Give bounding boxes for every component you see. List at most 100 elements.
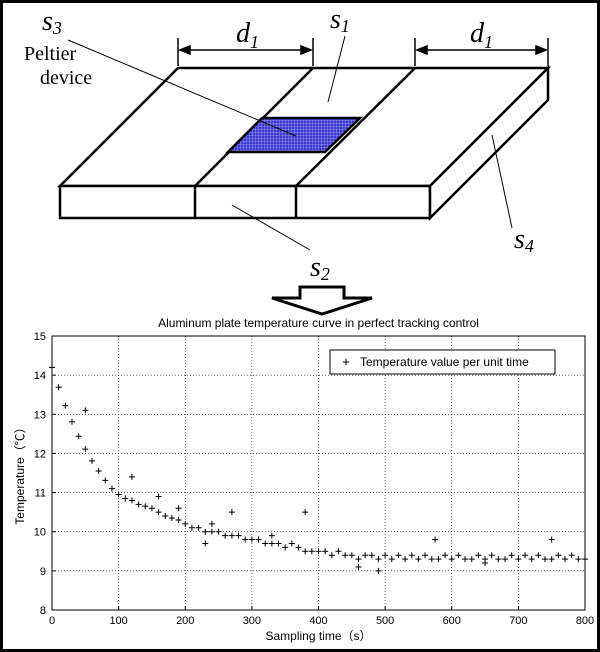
data-point: [49, 364, 55, 371]
x-tick-label: 100: [109, 615, 127, 627]
data-point: [228, 532, 235, 539]
leader: [231, 204, 311, 251]
data-point: [295, 544, 302, 551]
y-tick-label: 15: [34, 331, 46, 343]
data-point: [408, 552, 415, 559]
y-tick-label: 9: [40, 566, 46, 578]
label-s2: s2: [310, 252, 330, 284]
data-point: [575, 556, 582, 563]
peltier-label: device: [40, 67, 92, 89]
x-axis-label: Sampling time（s）: [265, 629, 371, 643]
data-point: [395, 552, 402, 559]
y-tick-label: 12: [34, 448, 46, 460]
data-point: [62, 402, 69, 409]
data-point: [128, 473, 135, 480]
data-point: [268, 540, 275, 547]
data-point: [275, 540, 282, 547]
y-tick-label: 14: [34, 370, 46, 382]
data-point: [128, 497, 135, 504]
label-s3: s3: [42, 6, 62, 38]
dimension-lines: [177, 38, 549, 66]
arrowhead: [535, 44, 549, 56]
x-tick-label: 500: [376, 615, 394, 627]
data-point: [208, 520, 215, 527]
legend-label: Temperature value per unit time: [360, 355, 529, 369]
data-point: [175, 516, 182, 523]
data-point: [288, 540, 295, 547]
data-point: [95, 468, 102, 475]
data-point: [495, 556, 502, 563]
data-point: [122, 495, 129, 502]
data-point: [335, 548, 342, 555]
data-point: [435, 556, 442, 563]
data-point: [148, 505, 155, 512]
y-axis-label: Temperature（℃）: [13, 421, 27, 524]
data-point: [535, 552, 542, 559]
data-point: [482, 560, 489, 567]
x-tick-label: 0: [49, 615, 55, 627]
chart-title: Aluminum plate temperature curve in perf…: [158, 316, 479, 330]
data-point: [448, 556, 455, 563]
data-point: [75, 433, 82, 440]
data-point: [175, 505, 182, 512]
data-point: [555, 552, 562, 559]
leader: [491, 134, 513, 229]
data-point: [348, 552, 355, 559]
data-point: [222, 532, 229, 539]
data-point: [168, 515, 175, 522]
data-point: [342, 552, 349, 559]
data-point: [155, 509, 162, 516]
down-arrow: [271, 285, 373, 316]
data-point: [362, 552, 369, 559]
legend-box: [329, 349, 556, 375]
data-point: [282, 544, 289, 551]
data-point: [188, 524, 195, 531]
data-point: [82, 407, 89, 414]
data-point: [262, 540, 269, 547]
y-tick-label: 11: [35, 488, 46, 500]
data-point: [108, 485, 115, 492]
leader: [327, 35, 346, 103]
y-tick-label: 13: [34, 409, 46, 421]
data-point: [102, 477, 109, 484]
x-tick-label: 200: [176, 615, 194, 627]
data-point: [82, 446, 89, 453]
label-d1: d1: [236, 18, 259, 52]
data-point: [548, 556, 555, 563]
front-face: [58, 184, 432, 220]
data-point: [508, 552, 515, 559]
data-point: [415, 556, 422, 563]
x-tick-label: 700: [509, 615, 527, 627]
data-point: [155, 493, 162, 500]
data-point: [432, 536, 439, 543]
x-tick-label: 300: [243, 615, 261, 627]
data-point: [195, 524, 202, 531]
data-point: [115, 491, 122, 498]
label-s4: s4: [514, 224, 534, 256]
data-point: [308, 548, 315, 555]
data-point: [488, 552, 495, 559]
data-point: [548, 536, 555, 543]
data-point: [55, 384, 62, 391]
x-tick-label: 600: [443, 615, 461, 627]
data-point: [522, 552, 529, 559]
chart: Aluminum plate temperature curve in perf…: [13, 316, 594, 643]
data-point: [268, 532, 275, 539]
data-point: [242, 536, 249, 543]
data-point: [208, 528, 215, 535]
peltier-label: Peltier: [24, 43, 77, 65]
data-point: [388, 556, 395, 563]
label-d1: d1: [470, 18, 493, 52]
x-tick-label: 800: [576, 615, 594, 627]
data-point: [528, 556, 535, 563]
label-s1: s1: [330, 4, 350, 36]
data-point: [515, 556, 522, 563]
data-point: [375, 556, 382, 563]
data-point: [182, 520, 189, 527]
data-point: [355, 563, 362, 570]
data-point: [302, 548, 309, 555]
data-point: [202, 540, 209, 547]
data-point: [375, 567, 382, 574]
data-point: [582, 556, 588, 563]
data-point: [475, 552, 482, 559]
